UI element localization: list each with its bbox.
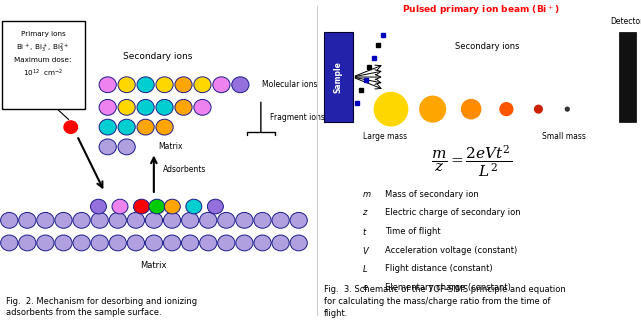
Text: Matrix: Matrix	[158, 143, 183, 152]
Circle shape	[90, 199, 106, 214]
Text: Secondary ions: Secondary ions	[455, 42, 519, 51]
Circle shape	[199, 213, 217, 228]
Circle shape	[186, 199, 202, 214]
Circle shape	[181, 213, 199, 228]
Circle shape	[374, 92, 408, 126]
Text: Acceleration voltage (constant): Acceleration voltage (constant)	[385, 246, 517, 255]
Bar	[619, 32, 637, 122]
Text: Flight distance (constant): Flight distance (constant)	[385, 264, 492, 273]
Circle shape	[218, 235, 235, 251]
Circle shape	[99, 100, 116, 115]
Circle shape	[218, 213, 235, 228]
Circle shape	[64, 121, 78, 133]
Circle shape	[118, 139, 135, 155]
Text: $t$: $t$	[362, 226, 368, 237]
Circle shape	[133, 199, 149, 214]
Circle shape	[99, 119, 116, 135]
Text: Small mass: Small mass	[542, 132, 586, 141]
Circle shape	[232, 77, 249, 93]
Circle shape	[146, 213, 163, 228]
Circle shape	[73, 213, 90, 228]
Circle shape	[462, 100, 481, 119]
Text: $m$: $m$	[362, 190, 372, 199]
Circle shape	[112, 199, 128, 214]
Circle shape	[290, 213, 307, 228]
Circle shape	[535, 105, 542, 113]
Circle shape	[99, 139, 116, 155]
Circle shape	[194, 77, 211, 93]
Circle shape	[194, 100, 211, 115]
Circle shape	[55, 213, 72, 228]
Circle shape	[163, 235, 181, 251]
Circle shape	[55, 235, 72, 251]
Circle shape	[272, 235, 289, 251]
Circle shape	[91, 235, 108, 251]
Text: Secondary ions: Secondary ions	[123, 52, 192, 61]
Circle shape	[137, 77, 154, 93]
Circle shape	[1, 213, 18, 228]
Circle shape	[500, 103, 513, 116]
Text: Electric charge of secondary ion: Electric charge of secondary ion	[385, 208, 520, 217]
Circle shape	[175, 100, 192, 115]
Text: Pulsed primary ion beam (Bi$^+$): Pulsed primary ion beam (Bi$^+$)	[402, 3, 560, 17]
Circle shape	[146, 235, 163, 251]
Circle shape	[420, 96, 445, 122]
Text: $z$: $z$	[362, 208, 369, 217]
Text: Adsorbents: Adsorbents	[163, 165, 206, 174]
Circle shape	[156, 119, 173, 135]
Text: $e$: $e$	[362, 283, 369, 292]
Circle shape	[37, 235, 54, 251]
Text: Fig.  2. Mechanism for desorbing and ionizing
adsorbents from the sample surface: Fig. 2. Mechanism for desorbing and ioni…	[6, 297, 197, 317]
Text: $\dfrac{m}{z} = \dfrac{2eVt^2}{L^2}$: $\dfrac{m}{z} = \dfrac{2eVt^2}{L^2}$	[431, 143, 512, 179]
Text: Large mass: Large mass	[363, 132, 406, 141]
Circle shape	[156, 77, 173, 93]
Bar	[324, 32, 353, 122]
Circle shape	[118, 77, 135, 93]
Text: Time of flight: Time of flight	[385, 227, 440, 236]
Circle shape	[181, 235, 199, 251]
Text: Fragment ions: Fragment ions	[270, 113, 325, 122]
Text: Primary ions
Bi$^+$, Bi$_3^+$, Bi$_3^{2+}$
Maximum dose:
10$^{12}$  cm$^{-2}$: Primary ions Bi$^+$, Bi$_3^+$, Bi$_3^{2+…	[14, 31, 72, 79]
Text: $V$: $V$	[362, 245, 370, 256]
Text: $L$: $L$	[362, 263, 369, 274]
Text: Fig.  3. Schematic of the TOF-SIMS principle and equation
for calculating the ma: Fig. 3. Schematic of the TOF-SIMS princi…	[324, 285, 565, 318]
Circle shape	[118, 119, 135, 135]
Circle shape	[236, 235, 253, 251]
Circle shape	[149, 199, 165, 214]
Circle shape	[118, 100, 135, 115]
Circle shape	[91, 213, 108, 228]
Circle shape	[109, 235, 126, 251]
Circle shape	[156, 100, 173, 115]
Circle shape	[199, 235, 217, 251]
Circle shape	[175, 77, 192, 93]
Circle shape	[254, 235, 271, 251]
Circle shape	[37, 213, 54, 228]
Circle shape	[254, 213, 271, 228]
Text: Mass of secondary ion: Mass of secondary ion	[385, 190, 478, 199]
Circle shape	[128, 213, 144, 228]
Circle shape	[565, 107, 569, 111]
Circle shape	[163, 213, 181, 228]
Circle shape	[236, 213, 253, 228]
Circle shape	[19, 235, 36, 251]
Circle shape	[73, 235, 90, 251]
Circle shape	[290, 235, 307, 251]
Text: Molecular ions: Molecular ions	[262, 80, 318, 89]
Text: Detector: Detector	[610, 17, 641, 26]
Circle shape	[137, 100, 154, 115]
Circle shape	[109, 213, 126, 228]
Circle shape	[128, 235, 144, 251]
Text: Sample: Sample	[333, 61, 343, 93]
Circle shape	[99, 77, 116, 93]
Circle shape	[213, 77, 230, 93]
Circle shape	[1, 235, 18, 251]
Circle shape	[137, 119, 154, 135]
Circle shape	[272, 213, 289, 228]
FancyBboxPatch shape	[1, 21, 85, 109]
Text: Elementary charge (constant): Elementary charge (constant)	[385, 283, 510, 292]
Circle shape	[208, 199, 223, 214]
Circle shape	[19, 213, 36, 228]
Text: Matrix: Matrix	[140, 261, 167, 270]
Circle shape	[164, 199, 180, 214]
